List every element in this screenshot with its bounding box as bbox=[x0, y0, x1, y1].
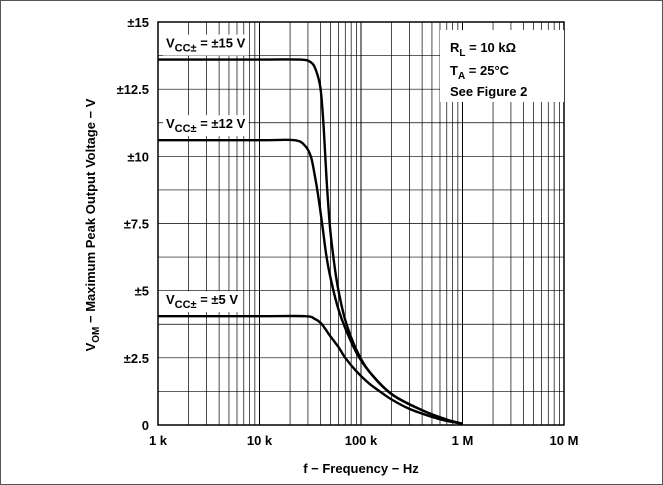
series-label-background bbox=[163, 34, 249, 56]
series-label-text: VCC± = ±15 V bbox=[166, 36, 246, 55]
y-tick-label: 0 bbox=[142, 418, 149, 433]
series-label: VCC± = ±15 V bbox=[163, 34, 249, 56]
y-tick-label: ±5 bbox=[135, 284, 149, 299]
y-tick-label: ±12.5 bbox=[117, 82, 149, 97]
series-line bbox=[157, 314, 463, 425]
series-label-background bbox=[163, 291, 242, 313]
x-tick-label: 1 M bbox=[452, 433, 474, 448]
series-label-text: VCC± = ±12 V bbox=[166, 116, 246, 135]
conditions-box bbox=[440, 30, 564, 102]
y-tick-label: ±10 bbox=[127, 149, 149, 164]
y-tick-label: ±7.5 bbox=[124, 217, 149, 232]
series-label-background bbox=[163, 115, 249, 137]
x-tick-label: 100 k bbox=[345, 433, 378, 448]
condition-rl: RL = 10 kΩ bbox=[450, 40, 516, 59]
x-tick-label: 10 k bbox=[247, 433, 273, 448]
y-axis-title: VOM − Maximum Peak Output Voltage − V bbox=[83, 98, 102, 351]
series-label: VCC± = ±12 V bbox=[163, 115, 249, 137]
y-tick-label: ±15 bbox=[127, 15, 149, 30]
grid bbox=[157, 21, 565, 426]
y-tick-label: ±2.5 bbox=[124, 351, 149, 366]
series-line bbox=[158, 58, 463, 425]
plot-border bbox=[157, 21, 565, 426]
condition-ta: TA = 25°C bbox=[450, 63, 510, 82]
x-axis-title: f − Frequency − Hz bbox=[303, 461, 419, 476]
x-tick-label: 10 M bbox=[550, 433, 579, 448]
x-tick-label: 1 k bbox=[149, 433, 168, 448]
curves bbox=[157, 58, 463, 425]
series-labels: VCC± = ±15 V VCC± = ±12 V VCC± = ±5 V bbox=[163, 34, 249, 313]
series-line bbox=[157, 138, 463, 425]
condition-figure: See Figure 2 bbox=[450, 84, 527, 99]
tick-labels: 1 k 10 k 100 k 1 M 10 M 0 ±2.5 ±5 ±7.5 ±10 ±12.5 ±1… bbox=[117, 15, 579, 448]
series-label: VCC± = ±5 V bbox=[163, 291, 242, 313]
series-label-text: VCC± = ±5 V bbox=[166, 292, 238, 311]
